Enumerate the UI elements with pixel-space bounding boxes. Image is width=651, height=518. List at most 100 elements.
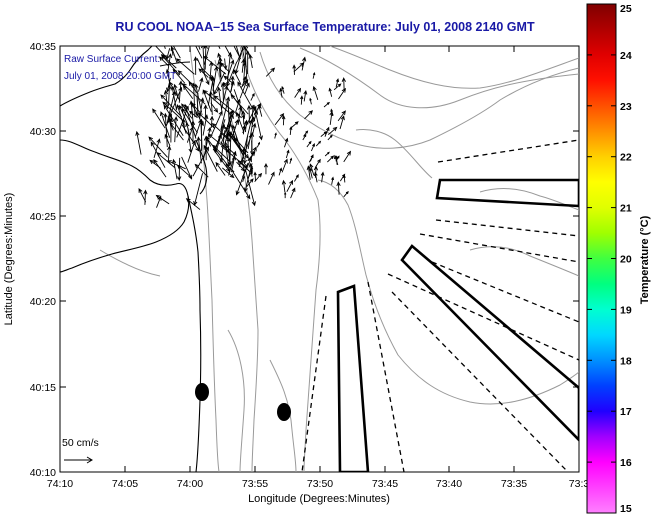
current-vector: [195, 92, 200, 118]
current-vector: [246, 104, 252, 123]
current-vector: [203, 144, 218, 172]
current-vector: [170, 85, 178, 111]
current-vector: [225, 163, 235, 173]
current-vector: [233, 89, 246, 120]
current-vector: [160, 111, 171, 138]
current-vector: [312, 71, 316, 79]
current-vector: [143, 189, 148, 205]
colorbar-tick-label: 17: [620, 406, 632, 418]
current-vector: [196, 136, 202, 164]
current-vector: [274, 132, 277, 139]
colorbar-tick-label: 25: [620, 3, 632, 15]
current-vector: [205, 136, 228, 165]
current-vector: [200, 46, 206, 74]
current-vector: [176, 58, 195, 75]
current-vector: [215, 123, 226, 154]
current-vector: [265, 67, 276, 77]
current-vector: [279, 87, 283, 98]
current-vector: [290, 121, 299, 129]
current-vector: [256, 141, 260, 148]
current-vector: [163, 89, 169, 110]
y-tick-label: 40:35: [30, 41, 56, 53]
current-vector: [220, 96, 230, 130]
current-vector: [156, 152, 175, 168]
current-vector: [222, 167, 235, 179]
current-vector: [331, 176, 335, 185]
current-vector: [234, 52, 242, 75]
current-vector: [224, 113, 234, 144]
current-vector: [163, 104, 184, 136]
current-vector: [181, 118, 186, 130]
current-vector: [208, 90, 214, 115]
current-vector: [215, 161, 226, 176]
colorbar-tick-label: 16: [620, 457, 632, 469]
current-vector: [245, 46, 249, 49]
x-axis-label: Longitude (Degrees:Minutes): [248, 493, 390, 505]
contour-line: [239, 46, 321, 472]
current-vector: [286, 179, 294, 192]
x-tick-label: 73:45: [372, 478, 398, 490]
y-tick-label: 40:20: [30, 296, 56, 308]
current-vector: [169, 121, 184, 141]
radial-line: [437, 139, 579, 163]
current-vector: [231, 169, 251, 200]
current-vector: [155, 46, 169, 59]
y-axis: 40:35 40:30 40:25 40:20 40:15 40:10 Lati…: [3, 41, 579, 479]
current-vector: [185, 122, 191, 136]
contour-line: [259, 51, 579, 149]
current-vector: [281, 158, 288, 173]
current-vector: [235, 46, 240, 55]
colorbar-tick-label: 18: [620, 355, 632, 367]
current-vector: [235, 98, 241, 113]
current-vector: [223, 81, 240, 105]
current-vector: [320, 131, 328, 137]
current-vector: [167, 86, 183, 120]
current-vector: [252, 122, 257, 136]
current-vector: [313, 171, 318, 183]
current-vector: [306, 140, 312, 148]
x-tick-label: 73:50: [307, 478, 333, 490]
current-vector: [250, 92, 255, 101]
current-vector: [213, 71, 226, 96]
current-vector: [181, 156, 193, 180]
current-vector: [303, 89, 308, 102]
current-vector: [343, 190, 349, 198]
current-vector: [213, 95, 242, 119]
current-vector: [171, 158, 178, 180]
current-vector: [172, 46, 181, 59]
map-title: RU COOL NOAA–15 Sea Surface Temperature:…: [115, 20, 535, 34]
current-vector: [289, 157, 293, 164]
current-vector: [338, 87, 346, 100]
station-marker: [195, 383, 209, 401]
current-vector: [190, 120, 196, 142]
current-note-line1: Raw Surface Current:: [64, 54, 160, 65]
x-tick-label: 73:40: [436, 478, 462, 490]
current-vector: [241, 109, 246, 125]
current-vector: [283, 191, 287, 199]
current-vector: [153, 138, 161, 159]
scale-label: 50 cm/s: [62, 437, 99, 449]
current-vector: [163, 112, 168, 148]
contour-line: [99, 249, 161, 277]
current-vector: [241, 46, 246, 64]
colorbar-tick-label: 19: [620, 304, 632, 316]
current-vector: [203, 55, 227, 75]
current-vector: [192, 146, 209, 177]
y-axis-label: Latitude (Degrees:Minutes): [3, 193, 15, 326]
y-tick-label: 40:15: [30, 382, 56, 394]
current-vector: [323, 101, 330, 108]
current-vector: [253, 104, 263, 141]
current-vector: [165, 68, 171, 83]
radial-line: [435, 219, 579, 237]
current-vector: [328, 87, 333, 97]
radial-line: [301, 295, 327, 472]
colorbar-label: Temperature (°C): [639, 215, 651, 304]
current-vector: [218, 56, 223, 82]
radar-box-diagonal: [400, 244, 579, 442]
current-vector: [202, 126, 212, 161]
current-vector: [336, 181, 341, 195]
current-vector: [173, 83, 179, 99]
colorbar-tick-label: 24: [620, 50, 632, 62]
current-vector: [278, 167, 283, 176]
current-vector: [327, 134, 333, 141]
